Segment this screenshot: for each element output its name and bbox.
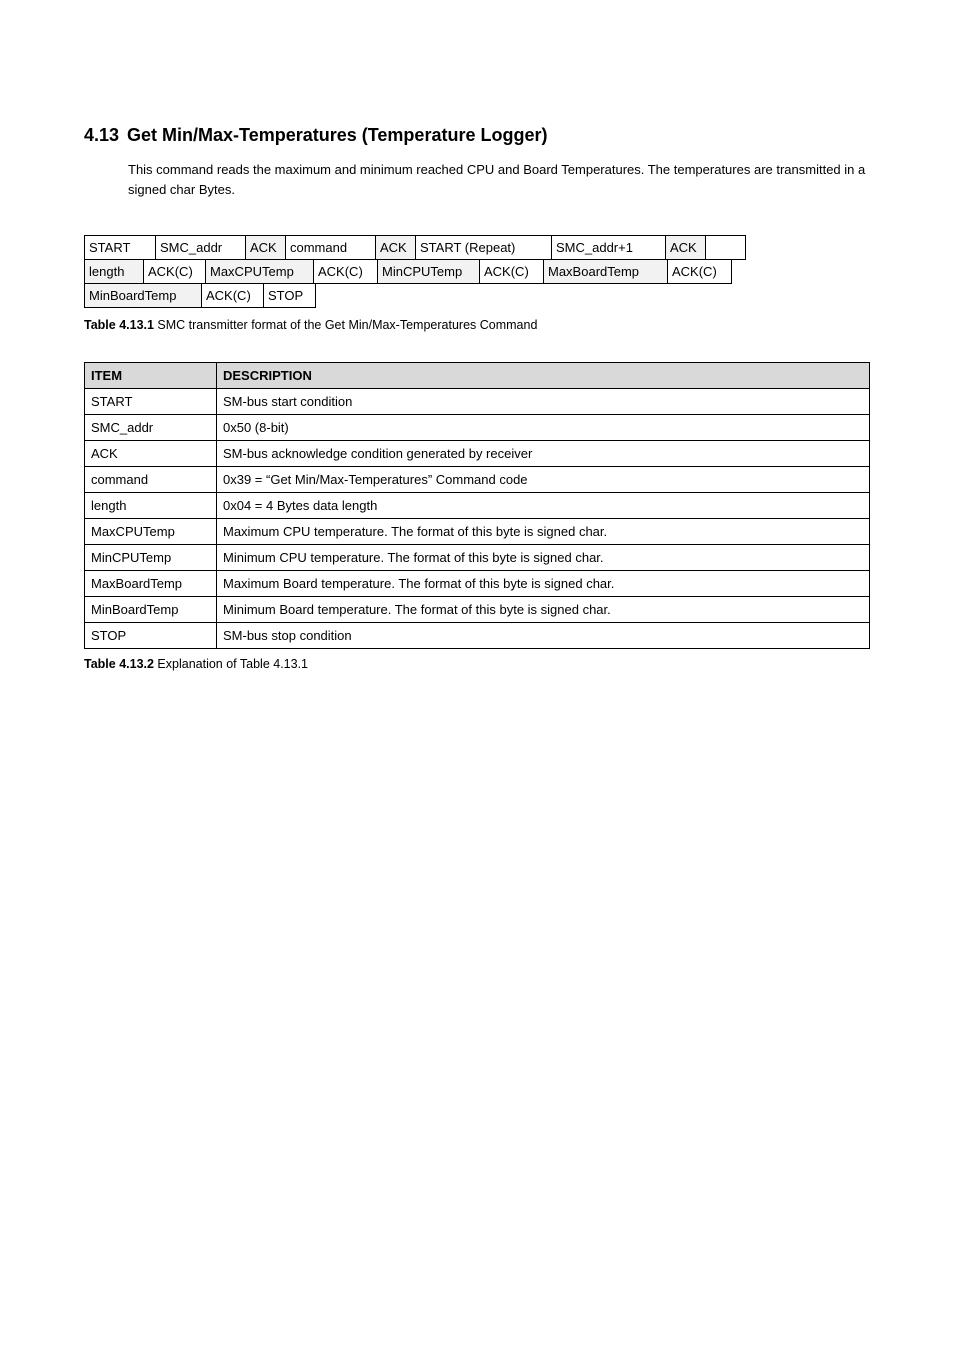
table-row: STARTSM-bus start condition xyxy=(85,389,870,415)
item-cell: length xyxy=(85,493,217,519)
frame-cell: STOP xyxy=(264,284,316,308)
table-row: MaxCPUTempMaximum CPU temperature. The f… xyxy=(85,519,870,545)
description-cell: 0x50 (8-bit) xyxy=(217,415,870,441)
description-cell: Maximum CPU temperature. The format of t… xyxy=(217,519,870,545)
table-row: length0x04 = 4 Bytes data length xyxy=(85,493,870,519)
table-row: ACKSM-bus acknowledge condition generate… xyxy=(85,441,870,467)
item-cell: MaxBoardTemp xyxy=(85,571,217,597)
frame-cell: ACK xyxy=(376,235,416,260)
frame-cell: MinBoardTemp xyxy=(84,284,202,308)
frame-cell: MaxCPUTemp xyxy=(206,260,314,284)
caption-label: Table 4.13.2 xyxy=(84,657,154,671)
frame-cell: ACK xyxy=(246,235,286,260)
header-item: ITEM xyxy=(85,363,217,389)
header-description: DESCRIPTION xyxy=(217,363,870,389)
heading-title: Get Min/Max-Temperatures (Temperature Lo… xyxy=(127,125,547,145)
frame-cell: START xyxy=(84,235,156,260)
description-cell: 0x04 = 4 Bytes data length xyxy=(217,493,870,519)
table-row: command0x39 = “Get Min/Max-Temperatures”… xyxy=(85,467,870,493)
frame-cell: ACK(C) xyxy=(144,260,206,284)
table-row: SMC_addr0x50 (8-bit) xyxy=(85,415,870,441)
page: 4.13 Get Min/Max-Temperatures (Temperatur… xyxy=(0,0,954,1351)
item-cell: MaxCPUTemp xyxy=(85,519,217,545)
item-cell: START xyxy=(85,389,217,415)
frame-cell: length xyxy=(84,260,144,284)
table-row: STOPSM-bus stop condition xyxy=(85,623,870,649)
caption-text: SMC transmitter format of the Get Min/Ma… xyxy=(154,318,537,332)
frame-cell: START (Repeat) xyxy=(416,235,552,260)
frame-cell: SMC_addr+1 xyxy=(552,235,666,260)
caption-label: Table 4.13.1 xyxy=(84,318,154,332)
frame-row: lengthACK(C)MaxCPUTempACK(C)MinCPUTempAC… xyxy=(84,260,870,284)
heading-number: 4.13 xyxy=(84,125,119,146)
frame-cell xyxy=(706,235,746,260)
description-cell: Maximum Board temperature. The format of… xyxy=(217,571,870,597)
frame-cell: MinCPUTemp xyxy=(378,260,480,284)
frame-cell: ACK(C) xyxy=(668,260,732,284)
section-heading: 4.13 Get Min/Max-Temperatures (Temperatur… xyxy=(84,125,870,146)
frame-cell: MaxBoardTemp xyxy=(544,260,668,284)
description-cell: SM-bus start condition xyxy=(217,389,870,415)
description-cell: 0x39 = “Get Min/Max-Temperatures” Comman… xyxy=(217,467,870,493)
item-cell: STOP xyxy=(85,623,217,649)
table-caption-1: Table 4.13.1 SMC transmitter format of t… xyxy=(84,318,870,332)
frame-cell: ACK(C) xyxy=(202,284,264,308)
table-row: MinBoardTempMinimum Board temperature. T… xyxy=(85,597,870,623)
item-cell: MinBoardTemp xyxy=(85,597,217,623)
table-header-row: ITEM DESCRIPTION xyxy=(85,363,870,389)
frame-cell: ACK xyxy=(666,235,706,260)
caption-text: Explanation of Table 4.13.1 xyxy=(154,657,308,671)
description-cell: Minimum Board temperature. The format of… xyxy=(217,597,870,623)
description-cell: SM-bus stop condition xyxy=(217,623,870,649)
description-cell: Minimum CPU temperature. The format of t… xyxy=(217,545,870,571)
table-row: MinCPUTempMinimum CPU temperature. The f… xyxy=(85,545,870,571)
item-cell: command xyxy=(85,467,217,493)
table-row: MaxBoardTempMaximum Board temperature. T… xyxy=(85,571,870,597)
description-cell: SM-bus acknowledge condition generated b… xyxy=(217,441,870,467)
frame-cell: SMC_addr xyxy=(156,235,246,260)
description-table: ITEM DESCRIPTION STARTSM-bus start condi… xyxy=(84,362,870,649)
item-cell: SMC_addr xyxy=(85,415,217,441)
frame-cell: ACK(C) xyxy=(314,260,378,284)
table-caption-2: Table 4.13.2 Explanation of Table 4.13.1 xyxy=(84,657,870,671)
frame-row: MinBoardTempACK(C)STOP xyxy=(84,284,870,308)
frame-cell: command xyxy=(286,235,376,260)
intro-paragraph: This command reads the maximum and minim… xyxy=(128,160,870,199)
item-cell: MinCPUTemp xyxy=(85,545,217,571)
frame-cell: ACK(C) xyxy=(480,260,544,284)
item-cell: ACK xyxy=(85,441,217,467)
frame-row: STARTSMC_addrACKcommandACKSTART (Repeat)… xyxy=(84,235,870,260)
smc-frame-table: STARTSMC_addrACKcommandACKSTART (Repeat)… xyxy=(84,235,870,308)
